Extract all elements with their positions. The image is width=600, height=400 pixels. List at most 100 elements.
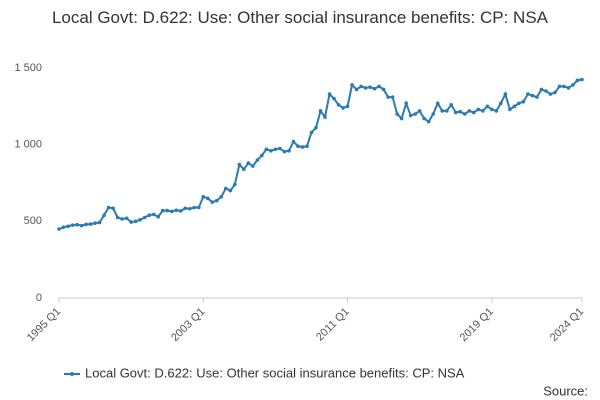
point	[102, 213, 106, 217]
point	[169, 209, 174, 214]
point	[566, 86, 571, 90]
point	[219, 195, 224, 199]
x-tick-label: 2011 Q1	[314, 306, 352, 344]
y-tick-label: 500	[24, 215, 42, 227]
point	[124, 216, 129, 221]
point	[205, 196, 210, 201]
point	[440, 109, 445, 113]
point	[490, 107, 494, 112]
point	[539, 87, 544, 92]
point	[75, 222, 79, 227]
point	[278, 146, 282, 151]
point	[88, 222, 93, 226]
point	[422, 116, 426, 121]
point	[553, 90, 557, 95]
point	[246, 161, 251, 165]
point	[282, 149, 287, 154]
point	[548, 92, 553, 96]
point	[390, 95, 395, 99]
point	[138, 218, 142, 222]
point	[151, 212, 156, 217]
point	[557, 84, 562, 89]
point	[318, 109, 323, 113]
point	[133, 219, 138, 224]
point	[255, 158, 260, 162]
point	[499, 101, 503, 106]
point	[467, 109, 472, 113]
point	[453, 110, 458, 115]
point	[494, 109, 499, 113]
point	[462, 112, 467, 116]
point	[183, 206, 188, 211]
point	[174, 208, 179, 213]
x-tick-label: 2024 Q1	[548, 306, 586, 344]
point	[210, 200, 215, 204]
point	[413, 112, 417, 116]
point	[196, 205, 201, 210]
y-tick-label: 1 500	[14, 62, 42, 74]
point	[399, 116, 404, 121]
point	[264, 147, 269, 152]
point	[300, 145, 305, 149]
point	[530, 93, 535, 98]
point	[201, 195, 206, 199]
point	[332, 96, 336, 101]
point	[251, 164, 255, 168]
point	[115, 215, 120, 220]
point	[508, 107, 512, 112]
point	[260, 153, 264, 158]
point	[57, 227, 61, 231]
point	[237, 162, 242, 167]
point	[327, 92, 332, 96]
point	[178, 209, 183, 213]
point	[535, 95, 539, 99]
point	[449, 103, 454, 107]
point	[350, 83, 354, 87]
point	[517, 101, 521, 106]
point	[336, 103, 341, 107]
point	[111, 206, 115, 211]
point	[165, 208, 170, 213]
point	[426, 119, 431, 124]
point	[106, 205, 111, 210]
point	[544, 89, 548, 93]
point	[386, 95, 390, 99]
chart-title: Local Govt: D.622: Use: Other social ins…	[51, 8, 549, 27]
point	[476, 107, 481, 112]
point	[192, 205, 197, 210]
y-tick-label: 1 000	[14, 139, 42, 151]
point	[269, 149, 273, 153]
point	[521, 99, 526, 104]
point	[395, 112, 399, 116]
point	[435, 101, 440, 106]
source: Source:	[543, 383, 588, 398]
point	[93, 221, 97, 225]
point	[359, 84, 363, 89]
point	[345, 104, 350, 109]
point	[341, 106, 345, 110]
point	[309, 130, 314, 135]
point	[129, 220, 133, 224]
legend-label: Local Govt: D.622: Use: Other social ins…	[85, 365, 465, 380]
point	[363, 86, 368, 90]
point	[233, 182, 237, 187]
point	[120, 217, 124, 221]
point	[444, 109, 449, 113]
point	[305, 144, 309, 148]
point	[70, 223, 75, 227]
point	[481, 109, 485, 113]
point	[273, 147, 278, 152]
point	[368, 85, 372, 89]
point	[323, 115, 327, 119]
point	[215, 198, 219, 203]
point	[526, 92, 530, 96]
point	[381, 87, 386, 92]
point	[142, 215, 147, 220]
point	[503, 92, 508, 96]
legend-marker	[70, 372, 74, 376]
point	[287, 149, 291, 153]
point	[156, 214, 160, 219]
point	[187, 206, 192, 211]
point	[84, 222, 88, 227]
point	[314, 126, 318, 130]
